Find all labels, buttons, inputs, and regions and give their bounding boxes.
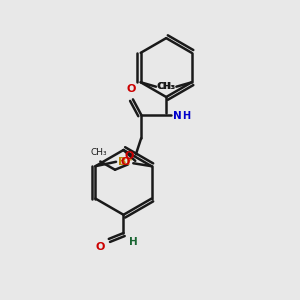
Text: CH₃: CH₃ [157,82,176,91]
Text: O: O [96,242,105,253]
Text: CH₃: CH₃ [157,82,175,91]
Text: O: O [120,157,130,167]
Text: O: O [127,84,136,94]
Text: N: N [173,110,182,121]
Text: H: H [129,237,137,247]
Text: H: H [182,110,190,121]
Text: Br: Br [118,157,131,167]
Text: O: O [125,151,134,160]
Text: CH₃: CH₃ [91,148,107,157]
